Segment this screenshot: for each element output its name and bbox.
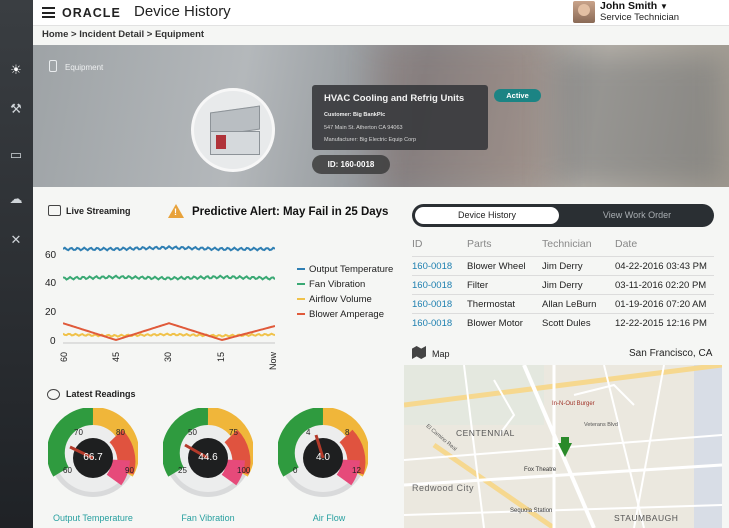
gauge-label: Output Temperature [53, 513, 133, 523]
status-badge: Active [494, 89, 541, 102]
gauge-air-flow [278, 408, 368, 497]
map-label: STAUMBAUGH [614, 513, 679, 523]
y-tick-label: 40 [45, 278, 57, 289]
gauge-label: Fan Vibration [181, 513, 235, 523]
manufacturer: Manufacturer: Big Electric Equip Corp [324, 137, 417, 143]
legend-blower-amperage: Blower Amperage [297, 309, 384, 320]
gauge-value: 44.6 [198, 452, 218, 463]
address: 547 Main St. Atherton CA 94063 [324, 125, 403, 131]
x-tick-label: 15 [216, 351, 226, 362]
table-row[interactable]: 160-0018 Thermostat Allan LeBurn 01-19-2… [412, 294, 714, 313]
equipment-id: ID: 160-0018 [312, 155, 390, 174]
legend-output-temperature: Output Temperature [297, 264, 393, 275]
wrench-icon[interactable]: ✕ [10, 232, 22, 247]
chart-icon [48, 205, 61, 216]
row-id-link[interactable]: 160-0018 [412, 280, 453, 291]
column-header: Parts [467, 238, 492, 250]
map-label: Redwood City [412, 483, 475, 493]
device-image [191, 88, 275, 172]
cloud-icon[interactable]: ☁ [9, 191, 23, 206]
map-label: Fox Theatre [524, 467, 557, 473]
map-label: Veterans Blvd [584, 422, 618, 428]
column-header: Technician [542, 238, 592, 250]
row-id-link[interactable]: 160-0018 [412, 261, 453, 272]
equipment-info-card: HVAC Cooling and Refrig Units Customer: … [312, 85, 488, 150]
breadcrumb[interactable]: Home > Incident Detail > Equipment [42, 29, 205, 40]
y-tick-label: 0 [50, 336, 56, 347]
gauge-value: 4.0 [316, 452, 330, 463]
map-label: Sequoia Station [510, 508, 553, 514]
live-streaming-title: Live Streaming [66, 206, 131, 216]
tools-icon[interactable]: ⚒ [10, 101, 22, 116]
x-tick-label: 30 [163, 351, 173, 362]
gauge-icon [47, 389, 60, 400]
user-name[interactable]: John Smith [600, 0, 658, 12]
page-title: Device History [134, 3, 231, 20]
column-header: ID [412, 238, 423, 250]
menu-icon[interactable] [42, 7, 55, 18]
series-line-blower-amperage [63, 322, 275, 342]
map-label: CENTENNIAL [456, 428, 515, 438]
sidebar-rail: ☀ ⚒ ▭ ☁ ✕ [0, 0, 33, 528]
y-tick-label: 60 [45, 250, 57, 261]
row-id-link[interactable]: 160-0018 [412, 318, 453, 329]
user-role: Service Technician [600, 12, 680, 23]
gauge-value: 66.7 [83, 452, 103, 463]
phone-icon [49, 60, 57, 72]
oracle-logo: ORACLE [62, 6, 121, 20]
series-line-fan-vibration [63, 274, 275, 281]
equipment-section-label: Equipment [65, 63, 104, 72]
predictive-alert: Predictive Alert: May Fail in 25 Days [192, 206, 389, 218]
gauge-output-temperature [48, 408, 138, 497]
live-streaming-chart [63, 244, 275, 344]
table-row[interactable]: 160-0018 Blower Wheel Jim Derry 04-22-20… [412, 256, 714, 275]
avatar[interactable] [573, 1, 595, 23]
x-tick-label: 60 [59, 351, 69, 362]
row-id-link[interactable]: 160-0018 [412, 299, 453, 310]
map-view[interactable]: CENTENNIAL Redwood City STAUMBAUGH In-N-… [404, 365, 722, 528]
app-frame: ORACLE Device History John Smith ▼ Servi… [33, 0, 729, 528]
customer: Customer: Big BankPlc [324, 112, 386, 118]
dashboard-icon[interactable]: ☀ [10, 62, 22, 77]
equipment-hero: Equipment HVAC Cooling and Refrig Units … [33, 45, 729, 187]
legend-fan-vibration: Fan Vibration [297, 279, 365, 290]
latest-readings-title: Latest Readings [66, 389, 136, 399]
gauge-fan-vibration [163, 408, 253, 497]
x-tick-label: Now [268, 351, 278, 370]
warning-icon [168, 204, 184, 218]
y-tick-label: 20 [45, 307, 57, 318]
history-tabs: Device History View Work Order [412, 204, 714, 227]
top-bar: ORACLE Device History John Smith ▼ Servi… [33, 0, 729, 26]
x-tick-label: 45 [111, 351, 121, 362]
map-title: Map [432, 349, 450, 359]
equipment-name: HVAC Cooling and Refrig Units [324, 93, 465, 104]
map-location: San Francisco, CA [629, 348, 713, 359]
series-line-output-temperature [63, 244, 275, 252]
map-icon [412, 346, 426, 359]
table-row[interactable]: 160-0018 Blower Motor Scott Dules 12-22-… [412, 313, 714, 332]
map-label: In-N-Out Burger [552, 401, 595, 407]
tab-view-work-order[interactable]: View Work Order [602, 210, 672, 220]
monitor-icon[interactable]: ▭ [9, 147, 23, 162]
column-header: Date [615, 238, 638, 250]
chevron-down-icon[interactable]: ▼ [660, 2, 668, 11]
tab-device-history[interactable]: Device History [415, 207, 559, 224]
legend-airflow-volume: Airflow Volume [297, 294, 372, 305]
gauge-label: Air Flow [312, 513, 346, 523]
table-row[interactable]: 160-0018 Filter Jim Derry 03-11-2016 02:… [412, 275, 714, 294]
